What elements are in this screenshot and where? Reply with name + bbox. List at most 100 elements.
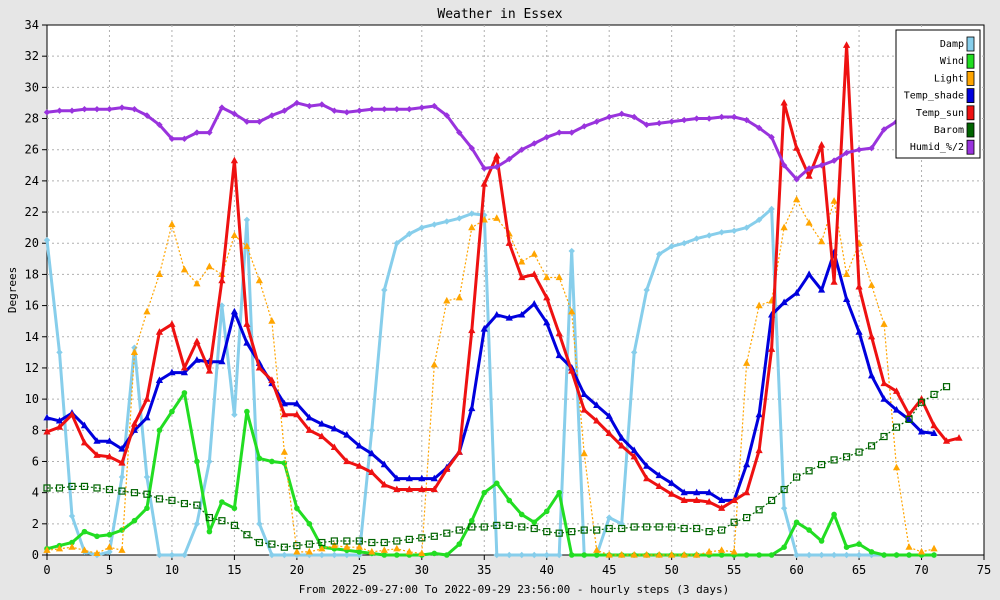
data-point-barom [68, 482, 76, 491]
data-point-wind [294, 505, 300, 512]
data-point-light [43, 546, 51, 553]
data-point-light [867, 281, 876, 288]
data-point-temp-sun [867, 332, 876, 340]
data-point-temp-sun [693, 496, 701, 504]
data-point-light [817, 237, 826, 245]
data-point-damp [668, 243, 675, 250]
data-point-wind [593, 552, 600, 558]
data-point-damp [418, 224, 425, 231]
data-point-light [455, 293, 463, 301]
data-point-temp-sun [830, 278, 838, 285]
data-point-barom [43, 484, 51, 492]
data-point-barom [293, 542, 301, 550]
data-point-damp [606, 514, 613, 521]
data-point-light [193, 279, 201, 287]
data-point-barom [618, 524, 626, 533]
data-point-wind [556, 489, 563, 496]
data-point-temp-sun [343, 457, 351, 465]
data-point-light [443, 296, 451, 304]
data-point-temp-shade [668, 479, 676, 486]
legend-label: Light [934, 73, 964, 84]
data-point-damp [506, 551, 513, 559]
data-point-temp-sun [530, 270, 538, 278]
data-point-humid-2 [56, 107, 63, 114]
data-point-light [280, 448, 288, 455]
data-point-damp [830, 551, 838, 559]
data-point-damp [56, 349, 63, 356]
data-point-wind [256, 455, 263, 462]
data-point-humid-2 [818, 162, 825, 169]
data-point-humid-2 [568, 129, 575, 136]
data-point-barom [493, 521, 501, 529]
data-point-damp [705, 232, 713, 239]
data-point-light [530, 250, 538, 257]
data-point-light [180, 265, 189, 273]
data-point-damp [406, 230, 413, 238]
data-point-temp-shade [543, 318, 551, 326]
data-point-barom [668, 523, 676, 531]
data-point-damp [231, 411, 238, 418]
data-point-barom [143, 490, 151, 498]
data-point-barom [368, 538, 376, 547]
legend-swatch [966, 88, 975, 103]
legend-swatch [966, 105, 975, 121]
data-point-wind [781, 544, 787, 551]
legend-swatch [966, 122, 975, 138]
data-point-barom [580, 526, 588, 534]
data-point-humid-2 [531, 140, 538, 147]
data-point-humid-2 [106, 105, 113, 113]
data-point-light [718, 546, 726, 553]
data-point-damp [543, 551, 550, 559]
data-point-temp-sun [743, 488, 751, 496]
data-point-damp [630, 349, 638, 356]
data-point-light [118, 546, 126, 553]
data-point-temp-shade [705, 488, 713, 496]
data-point-temp-sun [930, 421, 938, 429]
data-point-barom [755, 506, 763, 514]
y-tick-label: 6 [32, 454, 39, 468]
data-point-temp-shade [118, 445, 126, 452]
y-axis-label: Degrees [6, 267, 19, 313]
data-point-wind [581, 552, 588, 558]
data-point-light [243, 242, 251, 249]
data-point-temp-sun [605, 429, 613, 437]
data-point-wind [768, 552, 775, 558]
data-point-light [493, 214, 501, 221]
data-point-humid-2 [43, 109, 51, 116]
legend-swatch [966, 139, 975, 155]
data-point-humid-2 [81, 105, 88, 113]
data-point-damp [143, 473, 151, 481]
data-point-barom [543, 528, 551, 536]
data-point-barom [505, 521, 513, 529]
data-point-temp-sun [580, 406, 588, 413]
series-damp [43, 205, 938, 559]
data-point-temp-shade [630, 446, 638, 454]
data-point-humid-2 [306, 102, 313, 110]
data-point-wind [793, 519, 800, 526]
series-line-damp [45, 207, 934, 557]
data-point-wind [831, 511, 837, 518]
data-point-damp [780, 505, 788, 512]
data-point-wind [743, 552, 750, 558]
data-point-barom [568, 528, 576, 536]
data-point-temp-shade [343, 430, 351, 438]
data-point-damp [493, 551, 500, 559]
data-point-damp [618, 520, 625, 528]
data-point-temp-sun [780, 98, 788, 106]
data-point-humid-2 [843, 149, 850, 157]
data-point-damp [468, 210, 475, 217]
data-point-barom [205, 513, 214, 522]
data-point-temp-sun [793, 144, 801, 151]
data-point-barom [855, 448, 863, 456]
data-point-temp-shade [743, 460, 751, 468]
data-point-damp [730, 227, 738, 234]
data-point-temp-sun [518, 273, 526, 281]
data-point-temp-shade [368, 449, 376, 457]
data-point-light [568, 307, 576, 315]
data-point-wind [181, 390, 188, 396]
data-point-barom [680, 524, 688, 533]
data-point-damp [68, 512, 76, 520]
data-point-humid-2 [168, 135, 176, 142]
data-point-temp-shade [880, 395, 888, 402]
data-point-temp-shade [93, 437, 101, 444]
